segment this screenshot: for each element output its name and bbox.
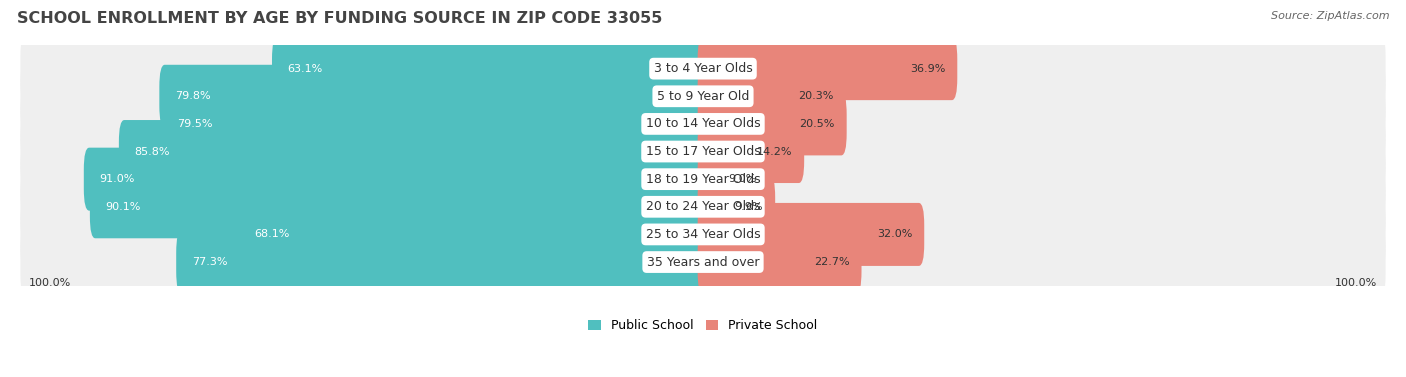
Text: 91.0%: 91.0%: [100, 174, 135, 184]
Text: 77.3%: 77.3%: [191, 257, 228, 267]
Text: 79.8%: 79.8%: [174, 91, 211, 101]
FancyBboxPatch shape: [159, 65, 709, 128]
Text: 20 to 24 Year Olds: 20 to 24 Year Olds: [645, 200, 761, 213]
Text: 68.1%: 68.1%: [253, 230, 290, 239]
Text: 9.0%: 9.0%: [728, 174, 756, 184]
Text: 35 Years and over: 35 Years and over: [647, 256, 759, 268]
Legend: Public School, Private School: Public School, Private School: [588, 319, 818, 332]
FancyBboxPatch shape: [176, 231, 709, 294]
FancyBboxPatch shape: [238, 203, 709, 266]
FancyBboxPatch shape: [120, 120, 709, 183]
Text: 36.9%: 36.9%: [910, 64, 945, 74]
FancyBboxPatch shape: [697, 148, 769, 211]
FancyBboxPatch shape: [697, 175, 775, 238]
FancyBboxPatch shape: [21, 107, 1385, 195]
Text: 14.2%: 14.2%: [756, 147, 792, 156]
FancyBboxPatch shape: [90, 175, 709, 238]
FancyBboxPatch shape: [697, 65, 845, 128]
Text: 25 to 34 Year Olds: 25 to 34 Year Olds: [645, 228, 761, 241]
Text: 63.1%: 63.1%: [287, 64, 323, 74]
Text: 5 to 9 Year Old: 5 to 9 Year Old: [657, 90, 749, 103]
FancyBboxPatch shape: [697, 37, 957, 100]
Text: 20.3%: 20.3%: [797, 91, 834, 101]
FancyBboxPatch shape: [21, 80, 1385, 168]
Text: 15 to 17 Year Olds: 15 to 17 Year Olds: [645, 145, 761, 158]
Text: SCHOOL ENROLLMENT BY AGE BY FUNDING SOURCE IN ZIP CODE 33055: SCHOOL ENROLLMENT BY AGE BY FUNDING SOUR…: [17, 11, 662, 26]
FancyBboxPatch shape: [271, 37, 709, 100]
Text: 3 to 4 Year Olds: 3 to 4 Year Olds: [654, 62, 752, 75]
FancyBboxPatch shape: [21, 218, 1385, 306]
Text: Source: ZipAtlas.com: Source: ZipAtlas.com: [1271, 11, 1389, 21]
FancyBboxPatch shape: [21, 190, 1385, 278]
FancyBboxPatch shape: [21, 25, 1385, 113]
Text: 85.8%: 85.8%: [135, 147, 170, 156]
FancyBboxPatch shape: [697, 92, 846, 155]
Text: 18 to 19 Year Olds: 18 to 19 Year Olds: [645, 173, 761, 185]
Text: 9.9%: 9.9%: [734, 202, 763, 212]
FancyBboxPatch shape: [21, 52, 1385, 140]
Text: 10 to 14 Year Olds: 10 to 14 Year Olds: [645, 117, 761, 130]
FancyBboxPatch shape: [21, 135, 1385, 223]
FancyBboxPatch shape: [697, 231, 862, 294]
FancyBboxPatch shape: [162, 92, 709, 155]
Text: 20.5%: 20.5%: [799, 119, 835, 129]
FancyBboxPatch shape: [84, 148, 709, 211]
FancyBboxPatch shape: [697, 203, 924, 266]
Text: 32.0%: 32.0%: [877, 230, 912, 239]
Text: 90.1%: 90.1%: [105, 202, 141, 212]
FancyBboxPatch shape: [697, 120, 804, 183]
FancyBboxPatch shape: [21, 163, 1385, 251]
Text: 79.5%: 79.5%: [177, 119, 212, 129]
Text: 22.7%: 22.7%: [814, 257, 849, 267]
Text: 100.0%: 100.0%: [1336, 278, 1378, 288]
Text: 100.0%: 100.0%: [28, 278, 70, 288]
